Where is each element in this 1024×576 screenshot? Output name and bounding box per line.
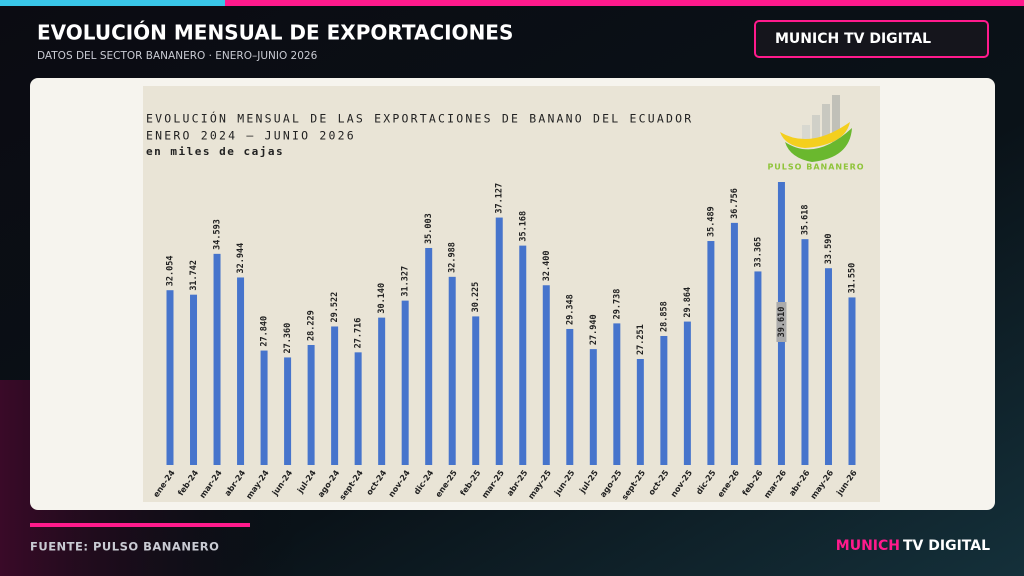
bar xyxy=(190,294,198,465)
bar xyxy=(378,317,386,465)
bar xyxy=(824,268,832,465)
bar xyxy=(589,349,597,465)
value-label: 33.365 xyxy=(753,237,763,268)
footer-source: FUENTE: PULSO BANANERO xyxy=(30,540,219,554)
value-label: 30.225 xyxy=(471,282,481,313)
bar xyxy=(425,247,433,465)
bar xyxy=(495,217,503,465)
bar xyxy=(566,328,574,465)
value-label: 35.618 xyxy=(800,204,810,235)
bar xyxy=(801,239,809,465)
logo-text: PULSO BANANERO xyxy=(767,163,864,172)
bar xyxy=(260,350,268,465)
bar xyxy=(848,297,856,465)
value-label: 32.400 xyxy=(542,251,552,282)
bar xyxy=(472,316,480,465)
value-label: 32.054 xyxy=(166,255,176,286)
value-label: 37.127 xyxy=(495,183,505,214)
footer-brand: TV DIGITAL xyxy=(903,538,990,554)
bar xyxy=(448,276,456,465)
value-label: 32.988 xyxy=(448,242,458,273)
brand-box xyxy=(754,20,989,58)
value-label: 33.590 xyxy=(824,233,834,264)
bar xyxy=(401,300,409,465)
value-label: 29.864 xyxy=(683,287,693,318)
bar xyxy=(660,335,668,465)
value-label-bg xyxy=(776,302,787,342)
chart-subtitle: ENERO 2024 – JUNIO 2026 xyxy=(146,129,356,143)
value-label: 35.003 xyxy=(424,213,434,244)
top-stripe-cyan xyxy=(0,0,225,6)
bar xyxy=(636,359,644,465)
value-label: 31.327 xyxy=(401,266,411,297)
value-label: 36.756 xyxy=(730,188,740,219)
bar xyxy=(519,245,527,465)
value-label: 27.360 xyxy=(283,323,293,354)
value-label: 28.229 xyxy=(307,310,317,341)
value-label: 27.716 xyxy=(354,318,364,349)
bar xyxy=(354,352,362,465)
bar xyxy=(307,344,315,465)
value-label: 35.489 xyxy=(706,206,716,237)
bar xyxy=(754,271,762,465)
value-label: 29.738 xyxy=(612,289,622,320)
value-label: 30.140 xyxy=(377,283,387,314)
value-label: 27.940 xyxy=(589,314,599,345)
header-subtitle: DATOS DEL SECTOR BANANERO · ENERO–JUNIO … xyxy=(37,50,318,62)
bar xyxy=(542,285,550,465)
value-label: 39.610 xyxy=(777,307,787,338)
brand: MUNICH TV DIGITAL xyxy=(775,31,931,47)
chart-title: EVOLUCIÓN MENSUAL DE LAS EXPORTACIONES D… xyxy=(146,111,693,126)
bar xyxy=(730,222,738,465)
bar xyxy=(613,323,621,465)
value-label: 31.742 xyxy=(189,260,199,291)
footer-brand-accent: MUNICH xyxy=(836,538,900,554)
value-label: 34.593 xyxy=(213,219,223,250)
value-label: 31.550 xyxy=(848,263,858,294)
bar xyxy=(166,290,174,465)
bar xyxy=(331,326,339,465)
header-title: EVOLUCIÓN MENSUAL DE EXPORTACIONES xyxy=(37,21,513,45)
bar xyxy=(213,253,221,465)
value-label: 32.944 xyxy=(236,243,246,274)
bar xyxy=(707,241,715,465)
bar xyxy=(237,277,245,465)
top-stripe-pink xyxy=(225,0,1024,6)
value-label: 28.858 xyxy=(659,301,669,332)
value-label: 29.522 xyxy=(330,292,340,323)
value-label: 29.348 xyxy=(565,294,575,325)
value-label: 27.251 xyxy=(636,324,646,355)
value-label: 27.840 xyxy=(260,316,270,347)
bar xyxy=(284,357,292,465)
value-label: 35.168 xyxy=(518,211,528,242)
chart-units: en miles de cajas xyxy=(146,145,284,158)
footer-stripe xyxy=(30,523,250,527)
logo-art xyxy=(780,95,852,162)
bar xyxy=(683,321,691,465)
